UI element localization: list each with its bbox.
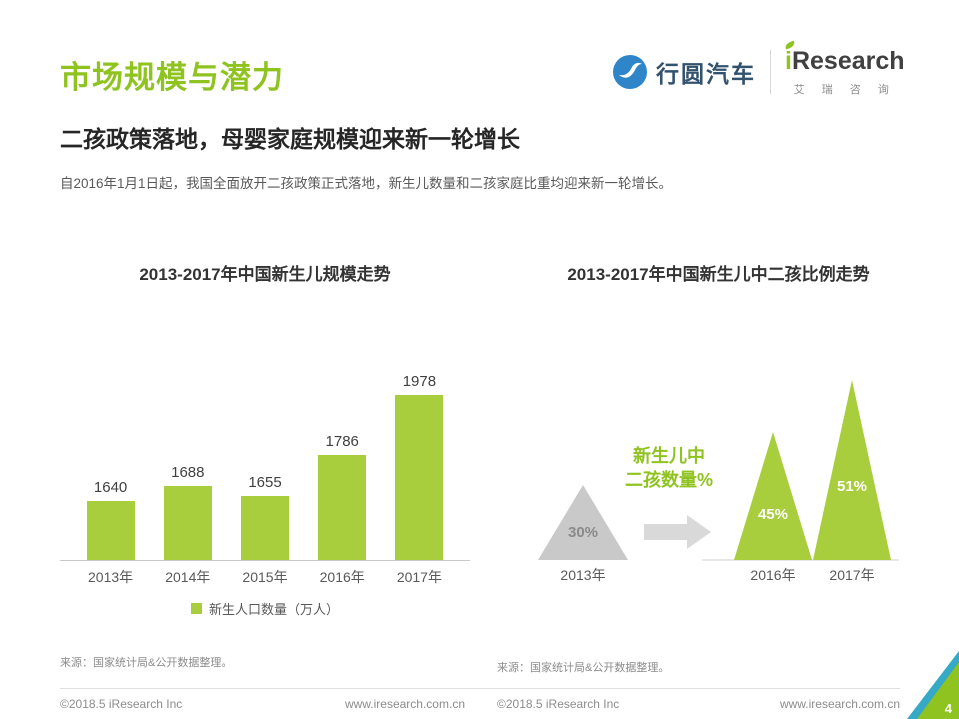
footer-divider: [60, 688, 900, 689]
x-axis: 2013年 2014年 2015年 2016年 2017年: [60, 567, 470, 587]
header-logos: 行圆汽车 iResearch 艾 瑞 咨 询: [612, 40, 905, 97]
bar-column: 1688: [149, 464, 226, 560]
footer-left: ©2018.5 iResearch Inc www.iresearch.com.…: [60, 697, 465, 711]
copyright-text: ©2018.5 iResearch Inc: [497, 697, 620, 711]
legend-label: 新生人口数量（万人）: [208, 602, 339, 617]
footer-right: ©2018.5 iResearch Inc www.iresearch.com.…: [497, 697, 900, 711]
newborn-bar-chart: 2013-2017年中国新生儿规模走势 1640 1688 1655 1786 1978…: [60, 250, 470, 617]
body-text: 自2016年1月1日起，我国全面放开二孩政策正式落地，新生儿数量和二孩家庭比重均…: [60, 176, 673, 191]
xingyuan-logo: 行圆汽车: [612, 54, 756, 90]
bar-2013年: [86, 501, 135, 560]
x-axis-label: 2016年: [319, 569, 365, 585]
bar-plot-area: 1640 1688 1655 1786 1978: [60, 371, 470, 561]
source-note-left: 来源：国家统计局&公开数据整理。: [60, 657, 233, 669]
bar-column: 1655: [226, 474, 303, 560]
x-axis-label: 2016年: [750, 567, 795, 583]
peak-2016年: [734, 432, 812, 560]
iresearch-logo-text: Research: [791, 47, 905, 75]
peak-2017年: [813, 380, 891, 560]
bar-2015年: [241, 496, 289, 560]
site-link[interactable]: www.iresearch.com.cn: [344, 697, 465, 711]
bar-value-label: 1786: [325, 433, 359, 450]
bar-column: 1978: [381, 373, 458, 560]
bar-value-label: 1688: [171, 464, 205, 481]
page-corner: 4: [907, 651, 959, 719]
peak-chart-title: 2013-2017年中国新生儿中二孩比例走势: [567, 265, 870, 284]
iresearch-logo-wordmark: iResearch: [784, 40, 905, 76]
iresearch-logo-cn: 艾 瑞 咨 询: [793, 83, 896, 96]
xingyuan-logo-icon: [613, 55, 647, 90]
bar-value-label: 1640: [93, 479, 128, 496]
copyright-text: ©2018.5 iResearch Inc: [60, 697, 183, 711]
logo-divider: [770, 50, 771, 95]
bar-2016年: [318, 455, 367, 560]
slide-subtitle: 二孩政策落地，母婴家庭规模迎来新一轮增长: [60, 126, 520, 152]
iresearch-logo-i: i: [785, 47, 792, 75]
growth-arrow-icon: [644, 515, 711, 549]
x-axis-label: 2014年: [165, 569, 211, 585]
x-axis-label: 2017年: [396, 569, 442, 585]
peak-2013年: [538, 485, 628, 560]
bar-chart-title: 2013-2017年中国新生儿规模走势: [139, 265, 391, 284]
peak-value-label: 30%: [568, 524, 598, 541]
peak-value-label: 45%: [758, 506, 788, 523]
second-child-ratio-chart: 2013-2017年中国新生儿中二孩比例走势 30% 2013年 45% 2016年 5…: [497, 250, 940, 610]
bar-column: 1640: [72, 479, 149, 560]
x-axis-label: 2015年: [242, 569, 288, 585]
bar-value-label: 1655: [248, 474, 282, 491]
annotation-line: 新生儿中: [633, 445, 705, 466]
x-axis-label: 2013年: [560, 567, 605, 583]
peak-value-label: 51%: [837, 478, 867, 495]
bar-column: 1786: [304, 433, 381, 560]
bar-value-label: 1978: [402, 373, 437, 390]
site-link[interactable]: www.iresearch.com.cn: [779, 697, 900, 711]
source-note-right: 来源：国家统计局&公开数据整理。: [497, 662, 670, 674]
x-axis-label: 2017年: [829, 567, 874, 583]
x-axis-label: 2013年: [88, 569, 134, 585]
legend-swatch: [190, 603, 202, 614]
iresearch-logo: iResearch 艾 瑞 咨 询: [784, 40, 905, 97]
annotation-line: 二孩数量%: [625, 469, 713, 490]
bar-chart-legend: 新生人口数量（万人）: [60, 599, 470, 618]
page-title: 市场规模与潜力: [60, 60, 284, 95]
bar-2014年: [163, 486, 212, 560]
bar-2017年: [395, 395, 444, 560]
xingyuan-logo-text: 行圆汽车: [656, 61, 756, 88]
page-number: 4: [944, 701, 952, 716]
